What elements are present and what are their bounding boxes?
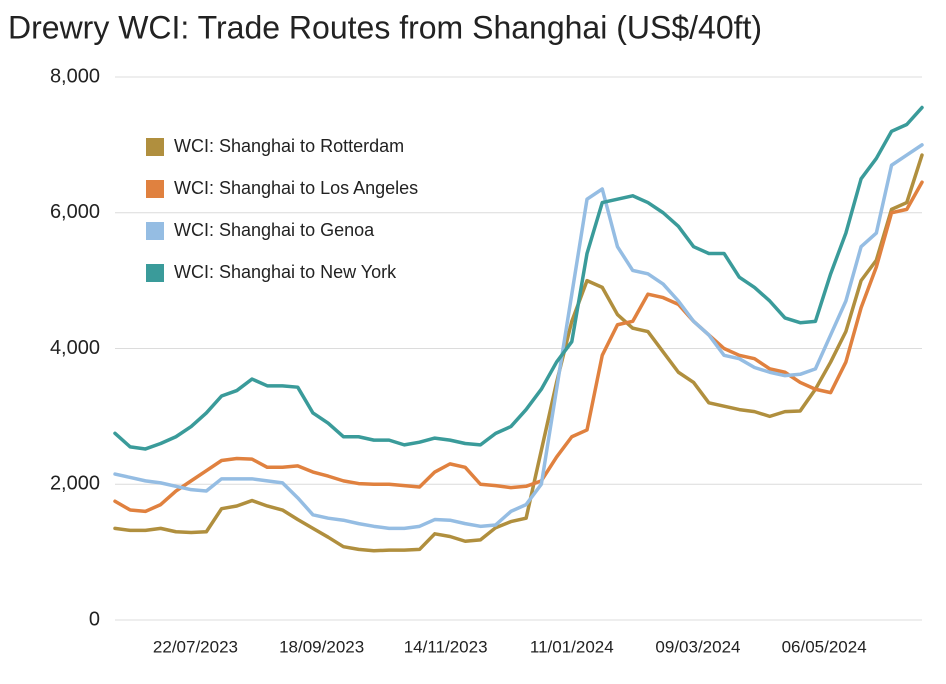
x-tick-label: 22/07/2023 xyxy=(153,637,238,656)
y-tick-label: 8,000 xyxy=(50,65,100,87)
legend-label: WCI: Shanghai to New York xyxy=(174,262,397,282)
series-line xyxy=(113,105,924,451)
x-tick-label: 11/01/2024 xyxy=(530,637,614,656)
legend-swatch xyxy=(146,180,164,198)
legend-label: WCI: Shanghai to Los Angeles xyxy=(174,178,418,198)
legend-label: WCI: Shanghai to Genoa xyxy=(174,220,375,240)
series-line xyxy=(113,143,924,531)
series-line xyxy=(113,153,924,553)
x-tick-label: 06/05/2024 xyxy=(782,637,867,656)
x-tick-label: 18/09/2023 xyxy=(279,637,364,656)
y-tick-label: 2,000 xyxy=(50,473,100,495)
x-tick-label: 09/03/2024 xyxy=(655,637,740,656)
chart-title: Drewry WCI: Trade Routes from Shanghai (… xyxy=(8,9,762,45)
x-tick-label: 14/11/2023 xyxy=(404,637,488,656)
y-tick-label: 0 xyxy=(89,608,100,630)
y-tick-label: 6,000 xyxy=(50,201,100,223)
legend-swatch xyxy=(146,264,164,282)
legend-swatch xyxy=(146,222,164,240)
legend-label: WCI: Shanghai to Rotterdam xyxy=(174,136,404,156)
legend-swatch xyxy=(146,138,164,156)
y-tick-label: 4,000 xyxy=(50,337,100,359)
